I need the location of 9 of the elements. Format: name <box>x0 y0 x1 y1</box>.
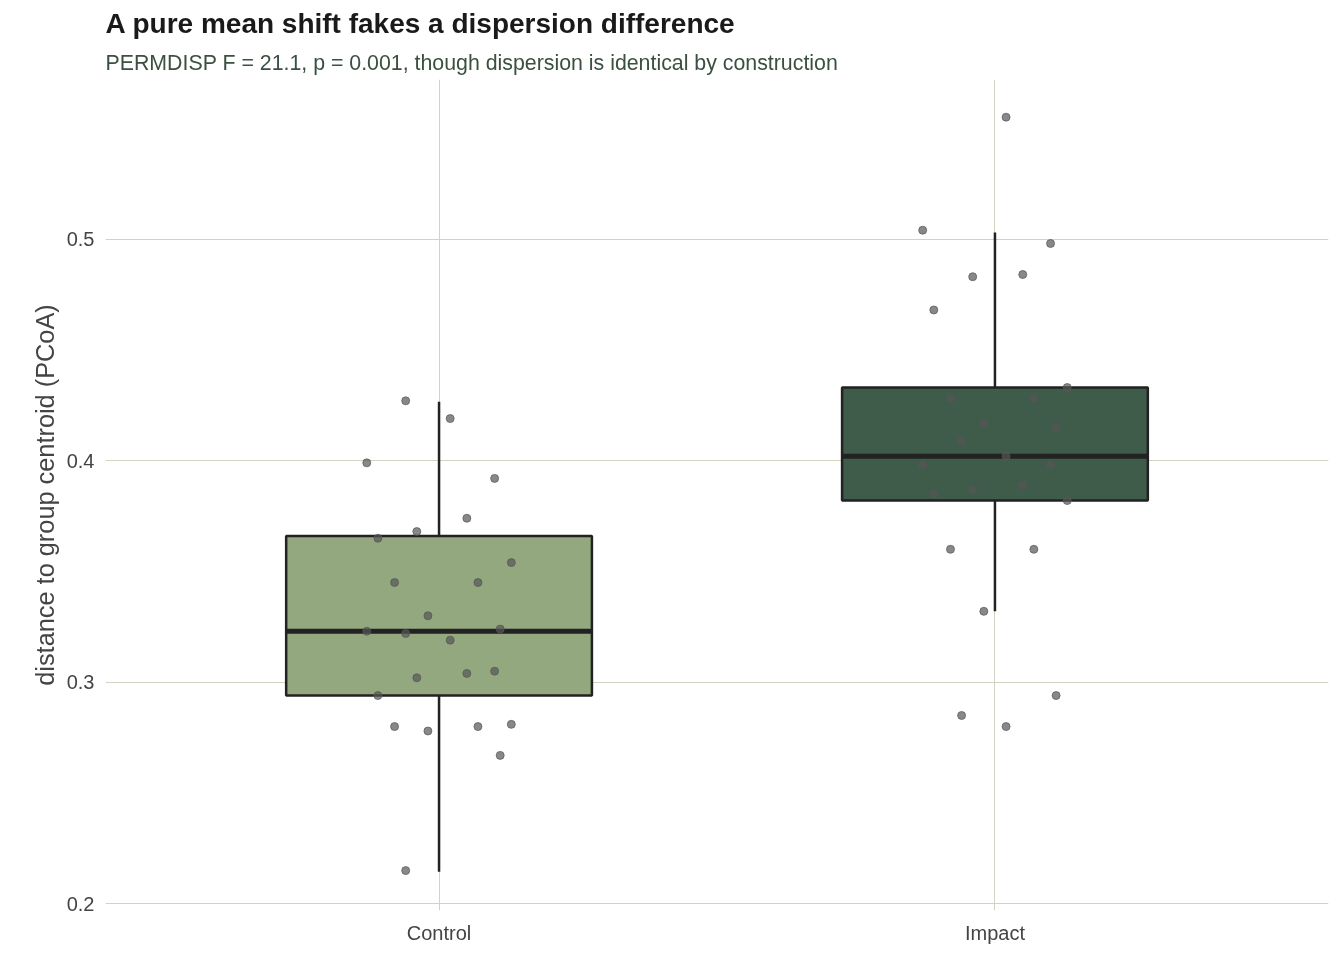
x-tick-label: Control <box>406 921 472 944</box>
chart-subtitle: PERMDISP F = 21.1, p = 0.001, though dispersion is identical by construction <box>105 50 838 75</box>
x-tick-label: Impact <box>964 921 1026 944</box>
chart-title: A pure mean shift fakes a dispersion difference <box>105 7 735 39</box>
y-tick-label: 0.3 <box>66 671 95 694</box>
y-tick-label: 0.2 <box>66 892 95 915</box>
y-tick-label: 0.4 <box>66 449 95 472</box>
y-tick-label: 0.5 <box>66 228 95 251</box>
y-axis-title: distance to group centroid (PCoA) <box>30 304 59 686</box>
